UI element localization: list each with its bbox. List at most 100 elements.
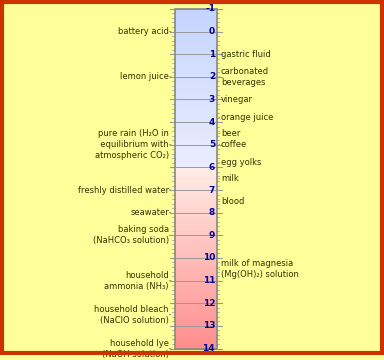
Bar: [175, 37, 217, 38]
Text: carbonated
beverages: carbonated beverages: [221, 67, 269, 87]
Bar: [175, 292, 217, 293]
Bar: [175, 69, 217, 70]
Bar: [175, 104, 217, 105]
Bar: [175, 126, 217, 127]
Bar: [175, 295, 217, 297]
Bar: [175, 312, 217, 314]
Bar: [175, 43, 217, 44]
Bar: [175, 207, 217, 208]
Bar: [175, 166, 217, 167]
Bar: [175, 319, 217, 320]
Text: 14: 14: [202, 344, 215, 353]
Bar: [175, 311, 217, 312]
Bar: [175, 26, 217, 27]
Text: battery acid: battery acid: [118, 27, 169, 36]
Bar: [175, 213, 217, 214]
Bar: [175, 225, 217, 226]
Bar: [175, 40, 217, 41]
Bar: [175, 71, 217, 72]
Bar: [175, 138, 217, 139]
Bar: [175, 302, 217, 303]
Bar: [175, 196, 217, 197]
Bar: [175, 239, 217, 240]
Bar: [175, 175, 217, 176]
Text: 10: 10: [203, 253, 215, 262]
Bar: [175, 120, 217, 121]
Bar: [175, 19, 217, 20]
Bar: [175, 277, 217, 278]
Bar: [175, 46, 217, 48]
Bar: [175, 9, 217, 348]
Bar: [175, 52, 217, 53]
Text: orange juice: orange juice: [221, 113, 273, 122]
Bar: [175, 84, 217, 85]
Bar: [175, 16, 217, 17]
Bar: [175, 131, 217, 132]
Bar: [175, 90, 217, 91]
Bar: [175, 334, 217, 335]
Text: household bleach
(NaClO solution): household bleach (NaClO solution): [94, 305, 169, 325]
Bar: [175, 13, 217, 14]
Bar: [175, 75, 217, 76]
Bar: [175, 290, 217, 291]
Bar: [175, 343, 217, 344]
Text: lemon juice: lemon juice: [120, 72, 169, 81]
Bar: [175, 276, 217, 277]
Bar: [175, 325, 217, 326]
Bar: [175, 209, 217, 210]
Bar: [175, 200, 217, 201]
Bar: [175, 320, 217, 321]
Bar: [175, 217, 217, 219]
Bar: [175, 278, 217, 279]
Bar: [175, 50, 217, 51]
Bar: [175, 58, 217, 59]
Bar: [175, 105, 217, 106]
Bar: [175, 38, 217, 40]
Bar: [175, 108, 217, 110]
Bar: [175, 86, 217, 87]
Bar: [175, 122, 217, 123]
Bar: [175, 339, 217, 341]
Bar: [175, 36, 217, 37]
Bar: [175, 147, 217, 148]
Bar: [175, 238, 217, 239]
Text: beer: beer: [221, 129, 240, 138]
Bar: [175, 210, 217, 212]
Bar: [175, 44, 217, 45]
Bar: [175, 252, 217, 253]
Bar: [175, 78, 217, 79]
Text: 6: 6: [209, 163, 215, 172]
Bar: [175, 294, 217, 295]
Bar: [175, 299, 217, 300]
Text: 5: 5: [209, 140, 215, 149]
Bar: [175, 270, 217, 271]
Bar: [175, 54, 217, 55]
Bar: [175, 164, 217, 165]
Text: 0: 0: [209, 27, 215, 36]
Bar: [175, 76, 217, 77]
Bar: [175, 88, 217, 89]
Bar: [175, 226, 217, 228]
Bar: [175, 30, 217, 32]
Bar: [175, 222, 217, 223]
Bar: [175, 107, 217, 108]
Text: 4: 4: [209, 118, 215, 127]
Bar: [175, 326, 217, 327]
Bar: [175, 260, 217, 261]
Bar: [175, 57, 217, 58]
Bar: [175, 223, 217, 224]
Bar: [175, 140, 217, 141]
Bar: [175, 279, 217, 280]
Bar: [175, 136, 217, 137]
Bar: [175, 342, 217, 343]
Bar: [175, 172, 217, 173]
Bar: [175, 98, 217, 99]
Bar: [175, 139, 217, 140]
Bar: [175, 197, 217, 198]
Bar: [175, 264, 217, 265]
Bar: [175, 161, 217, 162]
Bar: [175, 289, 217, 290]
Bar: [175, 231, 217, 232]
Bar: [175, 341, 217, 342]
Bar: [175, 51, 217, 52]
